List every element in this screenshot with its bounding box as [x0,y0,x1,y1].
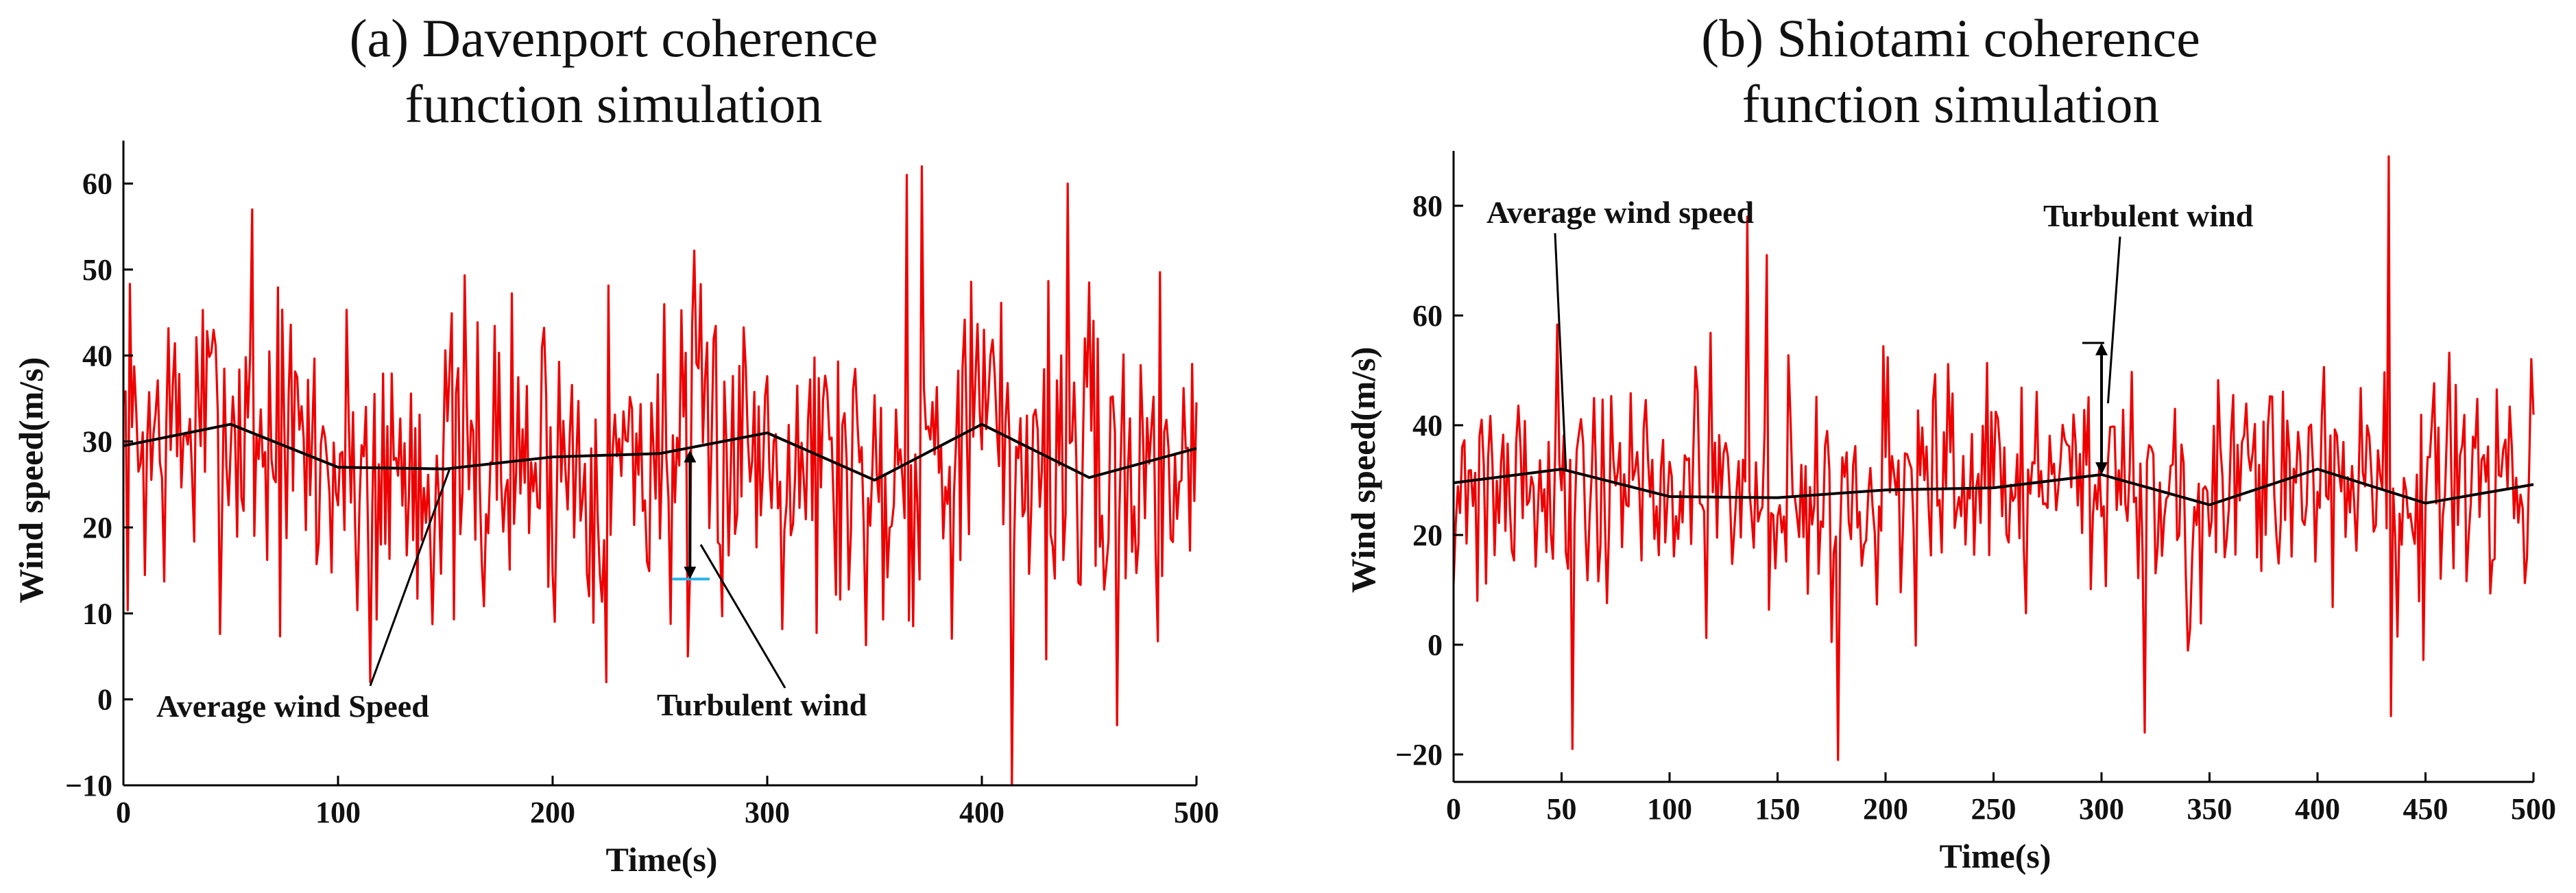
y-tick-label: 10 [82,597,112,630]
chart-title-line-1: (b) Shiotami coherence [1701,8,2200,68]
x-tick-label: 300 [745,796,790,829]
x-tick-label: 200 [1863,792,1908,826]
x-tick-label: 450 [2403,792,2448,826]
y-tick-label: 20 [82,511,112,545]
y-axis-label: Wind speed(m/s) [1344,347,1382,593]
x-axis-label: Time(s) [1940,837,2051,875]
x-tick-label: 250 [1971,792,2017,826]
x-tick-label: 150 [1755,792,1801,826]
average-wind-series [1453,467,2534,507]
annotation-leader-line [1554,233,1567,470]
x-tick-label: 300 [2079,792,2124,826]
y-tick-label: 40 [1412,409,1443,442]
annotation-leader-line [699,544,786,689]
chart-panel-shiotami: (b) Shiotami coherence function simulati… [1344,8,2556,875]
turbulent-wind-series [122,165,1198,787]
x-tick-label: 500 [1174,796,1219,829]
y-tick-label: −20 [1395,738,1443,772]
chart-title-line-2: function simulation [405,74,823,134]
x-tick-label: 100 [315,796,361,829]
y-tick-label: 30 [82,425,112,459]
arrowhead-down [684,567,697,580]
y-axis-label: Wind speed(m/s) [12,357,50,604]
y-tick-label: 50 [82,253,112,287]
chart-panel-davenport: (a) Davenport coherence function simulat… [12,8,1219,879]
arrowhead-up [684,450,697,463]
x-tick-label: 200 [530,796,575,829]
x-tick-label: 350 [2187,792,2232,826]
arrowhead-up [2095,343,2108,355]
x-axis-label: Time(s) [606,840,718,879]
x-tick-label: 400 [2295,792,2340,826]
x-tick-label: 0 [116,796,131,829]
chart-title-line-1: (a) Davenport coherence [350,8,878,68]
annotation-turbulent-wind: Turbulent wind [657,687,867,722]
y-tick-label: 40 [82,339,112,372]
chart-title-line-2: function simulation [1742,74,2160,134]
annotation-average-wind: Average wind Speed [156,689,429,724]
y-tick-label: 0 [97,683,112,717]
y-tick-label: 0 [1428,628,1443,662]
x-tick-label: 500 [2511,792,2556,826]
y-tick-label: 60 [1412,299,1443,333]
annotation-turbulent-wind: Turbulent wind [2043,198,2254,233]
annotation-average-wind: Average wind speed [1486,195,1755,230]
y-tick-label: 80 [1412,189,1443,223]
annotation-leader-line [2106,236,2121,404]
average-wind-series [123,422,1197,482]
annotation-leader-line [369,468,451,687]
y-tick-label: 60 [82,167,112,201]
y-tick-label: −10 [65,769,112,802]
x-tick-label: 50 [1547,792,1577,826]
x-tick-label: 100 [1647,792,1692,826]
plot-area: 0 50 100 150 200 250 300 350 400 450 500−200204060… [1395,151,2556,826]
turbulent-wind-series [1452,155,2535,761]
x-tick-label: 0 [1446,792,1461,826]
x-tick-label: 400 [959,796,1004,829]
y-tick-label: 20 [1412,519,1443,552]
arrowhead-down [2095,462,2108,475]
